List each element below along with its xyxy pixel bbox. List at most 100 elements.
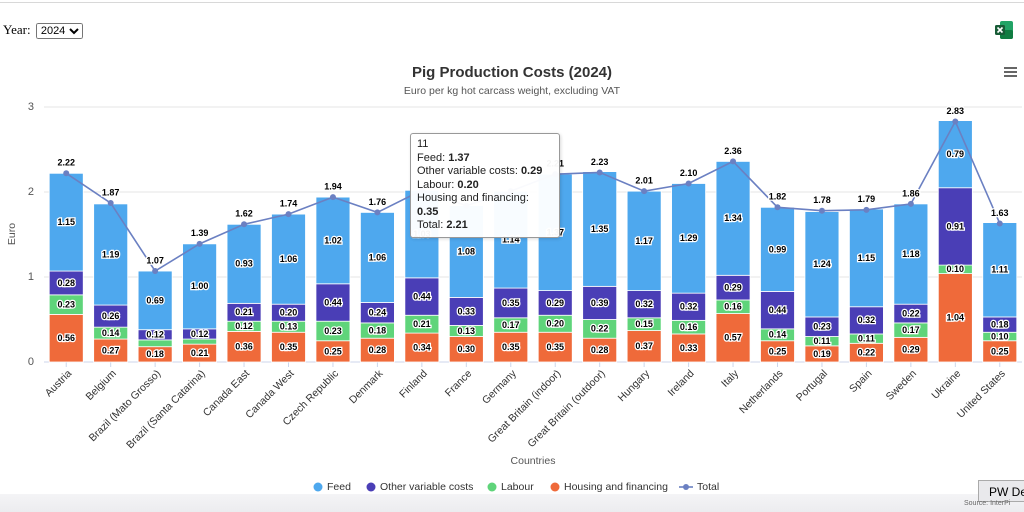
data-label: 1.94: [324, 181, 342, 191]
data-label: 1.24: [813, 259, 831, 269]
y-tick-label: 2: [28, 186, 34, 198]
data-label: 0.17: [902, 325, 920, 335]
data-label: 0.32: [680, 302, 698, 312]
data-label: 1.29: [680, 233, 698, 243]
data-label: 0.11: [813, 336, 830, 346]
data-label: 1.06: [369, 252, 387, 262]
total-marker: [952, 118, 959, 125]
legend-marker: [366, 482, 376, 492]
bar-segment: [448, 336, 484, 363]
data-label: 0.21: [413, 319, 431, 329]
tooltip-label: Housing and financing:: [417, 192, 529, 204]
bar-segment: [626, 290, 662, 319]
x-tick-label: Germany: [480, 367, 520, 407]
bar-segment: [849, 208, 884, 308]
data-label: 0.17: [502, 320, 520, 330]
data-label: 0.16: [680, 322, 698, 332]
data-label: 0.91: [947, 221, 965, 231]
legend-label: Total: [697, 481, 719, 493]
tooltip-value: 1.37: [448, 151, 470, 164]
data-label: 2.36: [724, 146, 742, 156]
bar-segment: [893, 336, 929, 363]
x-tick-label: Sweden: [884, 367, 919, 402]
data-label: 0.11: [858, 334, 875, 344]
y-tick-label: 3: [28, 101, 34, 113]
legend-marker: [683, 484, 689, 490]
data-label: 1.15: [858, 253, 876, 263]
legend-label: Labour: [501, 481, 534, 493]
tooltip-value: 2.21: [446, 219, 468, 231]
total-marker: [241, 221, 248, 228]
data-label: 2.01: [635, 176, 653, 186]
data-label: 0.19: [813, 349, 831, 359]
total-marker: [685, 180, 692, 187]
excel-icon[interactable]: [994, 20, 1014, 40]
bar-segment: [937, 273, 973, 363]
bar-segment: [48, 172, 84, 272]
data-label: 0.28: [57, 278, 75, 288]
data-label: 0.32: [858, 315, 876, 325]
data-label: 0.35: [502, 298, 520, 308]
y-axis-title: Euro: [6, 223, 18, 245]
legend-marker: [550, 482, 560, 492]
data-label: 2.22: [57, 158, 75, 168]
total-marker: [730, 158, 737, 165]
data-label: 1.04: [947, 313, 965, 323]
x-tick-label: Portugal: [794, 368, 830, 404]
tooltip-label: Other variable costs:: [417, 165, 518, 177]
data-label: 0.29: [902, 345, 920, 355]
data-label: 0.35: [280, 342, 298, 352]
data-label: 0.16: [724, 302, 742, 312]
pw-button[interactable]: PW De: [978, 480, 1024, 502]
data-label: 0.28: [591, 345, 609, 355]
data-label: 0.23: [324, 326, 342, 336]
y-tick-label: 1: [28, 271, 34, 283]
data-label: 0.36: [235, 342, 253, 352]
tooltip-title: 11: [417, 138, 429, 150]
bar-segment: [671, 183, 706, 294]
data-label: 1.19: [102, 249, 120, 259]
data-label: 2.83: [947, 106, 965, 116]
tooltip-value: 0.35: [417, 205, 439, 218]
data-label: 1.07: [146, 255, 164, 265]
chart-menu[interactable]: [1004, 66, 1018, 78]
bar-segment: [760, 206, 795, 292]
chart-title: Pig Production Costs (2024): [412, 64, 612, 81]
data-label: 0.93: [235, 259, 253, 269]
divider: [0, 2, 1024, 3]
year-select[interactable]: 2024: [35, 23, 83, 39]
total-marker: [996, 220, 1003, 227]
tooltip-label: Labour:: [417, 178, 455, 191]
bar-segment: [982, 222, 1018, 318]
data-label: 1.02: [324, 235, 342, 245]
data-label: 0.30: [458, 344, 476, 354]
tooltip-label: Feed:: [417, 151, 446, 164]
data-label: 1.34: [724, 213, 742, 223]
data-label: 0.10: [991, 331, 1009, 341]
data-label: 0.44: [413, 291, 431, 301]
data-label: 2.23: [591, 157, 609, 167]
bar-segment: [671, 292, 706, 321]
total-marker: [374, 209, 381, 216]
data-label: 1.87: [102, 187, 120, 197]
data-label: 0.35: [502, 342, 520, 352]
bar-segment: [271, 213, 306, 305]
data-label: 0.23: [813, 322, 831, 332]
x-tick-label: Great Britain (outdoor): [525, 368, 607, 450]
data-label: 1.35: [591, 224, 609, 234]
tooltip: 11 Feed: 1.37 Other variable costs: 0.29 L…: [410, 133, 560, 238]
data-label: 0.22: [902, 308, 920, 318]
bar-segment: [404, 332, 440, 363]
chart-subtitle: Euro per kg hot carcass weight, excludin…: [404, 85, 621, 97]
data-label: 0.57: [724, 333, 742, 343]
year-label: Year:: [3, 22, 31, 37]
data-label: 1.08: [458, 246, 476, 256]
data-label: 0.12: [146, 330, 164, 340]
total-marker: [107, 200, 114, 207]
legend-marker: [313, 482, 323, 492]
x-tick-label: Netherlands: [737, 368, 786, 417]
tooltip-row: Other variable costs: 0.29: [417, 165, 553, 179]
data-label: 0.29: [546, 298, 564, 308]
